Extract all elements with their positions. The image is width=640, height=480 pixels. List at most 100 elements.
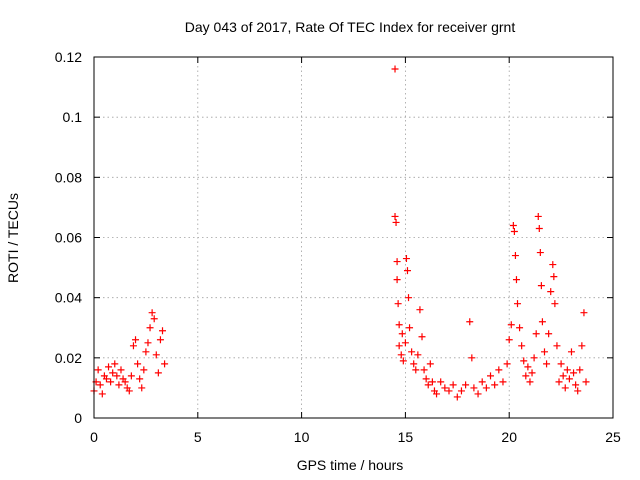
data-point: [582, 378, 590, 386]
data-point: [132, 336, 140, 344]
data-point: [565, 375, 573, 383]
x-tick-label: 10: [294, 429, 310, 445]
data-point: [468, 354, 476, 362]
data-point: [522, 372, 530, 380]
y-axis-label: ROTI / TECUs: [5, 193, 21, 283]
data-point: [453, 393, 461, 401]
data-point: [549, 261, 557, 269]
data-point: [495, 366, 503, 374]
data-point: [555, 378, 563, 386]
data-point: [391, 212, 399, 220]
axis-ticks: [93, 56, 614, 419]
data-point: [136, 375, 144, 383]
data-point: [514, 300, 522, 308]
data-point: [557, 360, 565, 368]
data-point: [138, 384, 146, 392]
data-point: [115, 381, 123, 389]
data-point: [428, 378, 436, 386]
data-point: [98, 390, 106, 398]
x-tick-label: 15: [398, 429, 414, 445]
data-point: [401, 339, 409, 347]
data-point: [570, 369, 578, 377]
data-point: [537, 282, 545, 290]
data-point: [102, 375, 110, 383]
data-point: [532, 330, 540, 338]
data-point: [148, 309, 156, 317]
data-point: [567, 348, 575, 356]
data-point: [418, 333, 426, 341]
data-point: [512, 276, 520, 284]
data-point: [156, 336, 164, 344]
data-point: [96, 381, 104, 389]
data-point: [445, 387, 453, 395]
data-point: [125, 387, 133, 395]
x-axis-label: GPS time / hours: [297, 457, 404, 473]
data-point: [412, 366, 420, 374]
data-point: [395, 342, 403, 350]
data-point: [408, 348, 416, 356]
data-point: [524, 363, 532, 371]
y-tick-label: 0.06: [55, 230, 82, 246]
data-point: [416, 306, 424, 314]
data-point: [516, 324, 524, 332]
data-point: [111, 360, 119, 368]
data-point: [559, 372, 567, 380]
y-tick-label: 0: [74, 410, 82, 426]
data-point: [424, 381, 432, 389]
data-point: [487, 372, 495, 380]
data-point: [578, 342, 586, 350]
data-point: [391, 65, 399, 73]
data-point: [563, 366, 571, 374]
data-point: [426, 360, 434, 368]
data-point: [462, 381, 470, 389]
data-point: [140, 366, 148, 374]
x-tick-labels: 0 5 10 15 20 25: [90, 429, 621, 445]
data-point: [144, 339, 152, 347]
data-point: [507, 321, 515, 329]
data-point: [474, 390, 482, 398]
data-point: [113, 372, 121, 380]
data-point: [551, 300, 559, 308]
data-point: [478, 378, 486, 386]
data-point: [152, 351, 160, 359]
data-point: [154, 369, 162, 377]
data-point: [526, 378, 534, 386]
data-point: [395, 321, 403, 329]
data-point: [553, 342, 561, 350]
data-point: [437, 378, 445, 386]
data-point: [449, 381, 457, 389]
y-tick-label: 0.08: [55, 169, 82, 185]
data-point: [159, 327, 167, 335]
data-point: [511, 252, 519, 260]
data-point: [534, 212, 542, 220]
data-point: [466, 318, 474, 326]
data-point: [518, 342, 526, 350]
x-tick-label: 5: [194, 429, 202, 445]
data-points: [90, 65, 590, 401]
y-tick-label: 0.02: [55, 350, 82, 366]
data-point: [540, 348, 548, 356]
data-point: [414, 351, 422, 359]
x-tick-label: 20: [501, 429, 517, 445]
data-point: [505, 336, 513, 344]
data-point: [405, 294, 413, 302]
data-point: [509, 221, 517, 229]
data-point: [470, 384, 478, 392]
data-point: [121, 378, 129, 386]
data-point: [129, 342, 137, 350]
y-tick-label: 0.12: [55, 49, 82, 65]
data-point: [545, 330, 553, 338]
data-point: [94, 366, 102, 374]
data-point: [146, 324, 154, 332]
data-point: [580, 309, 588, 317]
data-point: [538, 318, 546, 326]
data-point: [117, 366, 125, 374]
data-point: [441, 384, 449, 392]
y-tick-label: 0.1: [63, 109, 83, 125]
data-point: [572, 381, 580, 389]
data-point: [393, 276, 401, 284]
data-point: [393, 258, 401, 266]
data-point: [530, 354, 538, 362]
data-point: [134, 360, 142, 368]
